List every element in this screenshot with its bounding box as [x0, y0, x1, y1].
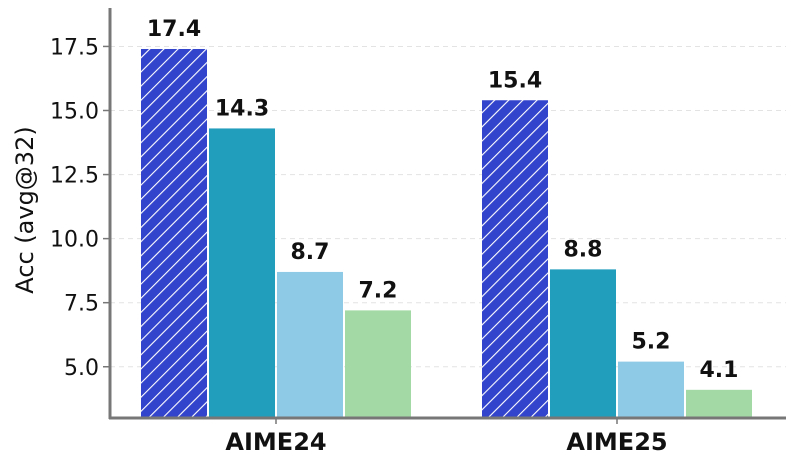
- bar-value-label: 15.4: [488, 68, 542, 93]
- y-tick-label: 12.5: [50, 164, 99, 189]
- data-labels-group: 17.4 14.3 8.7 7.2 15.4 8.8 5.2 4.1: [147, 17, 739, 383]
- y-tick-label: 7.5: [64, 292, 99, 317]
- bar: [141, 49, 207, 418]
- bar-value-label: 8.7: [291, 240, 330, 265]
- bar-value-label: 17.4: [147, 17, 201, 42]
- y-tick-label: 15.0: [50, 100, 99, 125]
- bar-value-label: 14.3: [215, 96, 269, 121]
- bar-value-label: 8.8: [564, 237, 603, 262]
- bar-value-label: 4.1: [700, 358, 739, 383]
- x-category-label: AIME25: [566, 428, 667, 456]
- bar: [618, 361, 684, 418]
- bar: [209, 128, 275, 418]
- bar-value-label: 7.2: [359, 278, 398, 303]
- y-tick-label: 17.5: [50, 35, 99, 60]
- y-axis-label: Acc (avg@32): [11, 126, 39, 293]
- y-tick-label: 10.0: [50, 228, 99, 253]
- bar-value-label: 5.2: [632, 330, 671, 355]
- bar: [550, 269, 616, 418]
- bars-group: [141, 49, 752, 418]
- x-category-label: AIME24: [225, 428, 326, 456]
- bar: [345, 310, 411, 418]
- axes-group: 5.0 7.5 10.0 12.5 15.0 17.5 AIME24 AIME25: [50, 8, 786, 456]
- bar: [686, 389, 752, 418]
- bar: [482, 100, 548, 418]
- bar: [277, 271, 343, 418]
- y-tick-label: 5.0: [64, 356, 99, 381]
